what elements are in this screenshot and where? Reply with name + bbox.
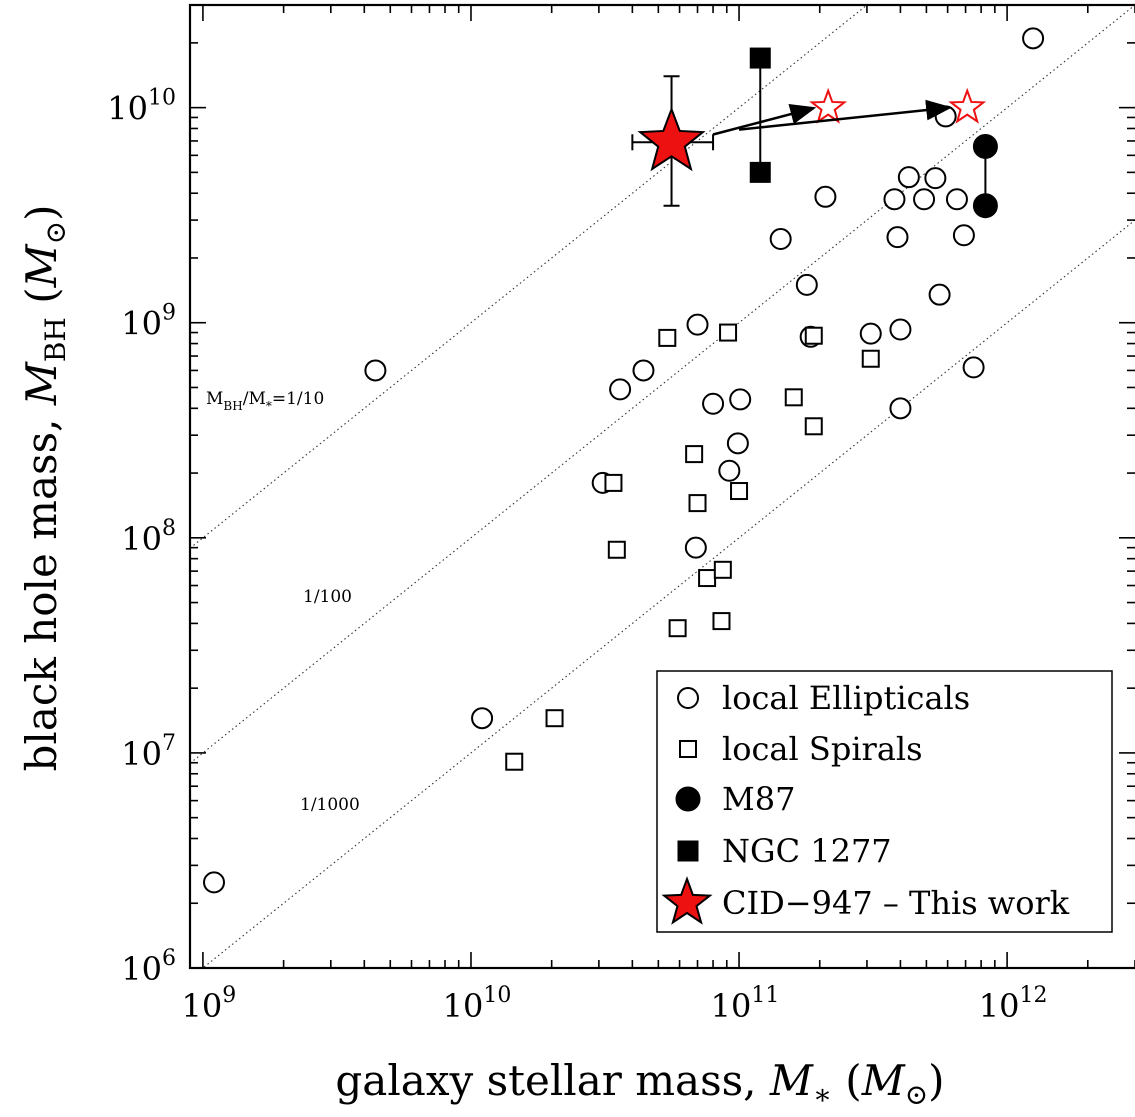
data-point [962, 356, 985, 379]
data-point [698, 569, 717, 588]
data-point [726, 432, 749, 455]
data-point [702, 392, 725, 415]
data-point [607, 540, 626, 559]
y-tick-label: 1010 [107, 86, 176, 128]
data-point [972, 193, 998, 219]
data-point [686, 313, 709, 336]
legend-marker [675, 786, 701, 812]
data-point [637, 106, 706, 172]
data-point [729, 388, 752, 411]
data-point [913, 188, 936, 211]
data-point [749, 47, 771, 69]
data-point [948, 87, 987, 124]
data-point [364, 359, 387, 382]
axis-ticks [190, 4, 1135, 969]
data-point [769, 228, 792, 251]
arrow-0 [712, 103, 817, 136]
data-point [712, 612, 731, 631]
x-tick-label: 1010 [443, 983, 512, 1025]
data-point [924, 167, 947, 190]
data-point [545, 709, 564, 728]
data-point [889, 318, 912, 341]
data-point [1022, 27, 1045, 50]
data-point [203, 871, 226, 894]
legend-item: M87 [675, 780, 795, 818]
data-point [859, 322, 882, 345]
legend-item: local Spirals [679, 730, 923, 768]
data-point [945, 188, 968, 211]
data-point [784, 388, 803, 407]
data-point [658, 328, 677, 347]
data-point [883, 188, 906, 211]
series-2 [972, 133, 998, 219]
series-0 [203, 27, 1045, 894]
data-point [609, 378, 632, 401]
data-point [889, 397, 912, 420]
data-point [713, 560, 732, 579]
y-tick-label: 109 [121, 301, 176, 343]
series-5 [809, 87, 987, 124]
data-points [203, 27, 1045, 894]
data-point [814, 185, 837, 208]
series-1 [505, 323, 880, 771]
data-point [684, 536, 707, 559]
data-point [952, 224, 975, 247]
data-point [861, 349, 880, 368]
plot-frame [188, 3, 1135, 970]
data-point [809, 87, 848, 124]
data-point [685, 445, 704, 464]
arrow-1 [738, 99, 953, 131]
ratio-line-1 [190, 5, 1135, 764]
legend-label: CID−947 – This work [722, 884, 1070, 922]
data-point [972, 133, 998, 159]
legend: local Ellipticals local Spirals M87 NGC 127… [656, 670, 1113, 933]
data-point [718, 459, 741, 482]
data-point [505, 752, 524, 771]
data-point [928, 283, 951, 306]
legend-marker [677, 840, 699, 862]
ratio-label-10: MBH/M*=1/10 [206, 389, 324, 413]
legend-item: local Ellipticals [677, 679, 970, 717]
legend-item: NGC 1277 [677, 832, 892, 870]
ratio-label-100: 1/100 [303, 587, 352, 607]
x-tick-label: 109 [182, 983, 237, 1025]
legend-marker [677, 687, 699, 709]
ratio-label-1000: 1/1000 [300, 795, 360, 815]
legend-marker-star [661, 876, 713, 925]
data-point [668, 619, 687, 638]
arrows [712, 99, 953, 136]
ratio-line-0 [190, 5, 868, 549]
legend-label: M87 [722, 780, 795, 818]
data-point [804, 417, 823, 436]
data-point [886, 226, 909, 249]
data-point [471, 707, 494, 730]
series-3 [749, 47, 771, 183]
data-point [730, 482, 749, 501]
y-tick-label: 106 [121, 946, 176, 988]
legend-box [656, 670, 1113, 933]
legend-label: local Spirals [722, 730, 923, 768]
x-tick-label: 1011 [711, 983, 780, 1025]
data-point [688, 494, 707, 513]
data-point [804, 326, 823, 345]
x-tick-label: 1012 [979, 983, 1048, 1025]
x-axis-label: galaxy stellar mass, M∗ (M⊙) [335, 1056, 944, 1111]
y-tick-label: 107 [121, 731, 176, 773]
y-axis-label: black hole mass, MBH (M⊙) [17, 205, 72, 772]
legend-item: CID−947 – This work [661, 876, 1070, 925]
data-point [897, 166, 920, 189]
data-point [749, 161, 771, 183]
data-point [632, 359, 655, 382]
data-point [604, 473, 623, 492]
y-tick-label: 108 [121, 516, 176, 558]
data-point [719, 323, 738, 342]
legend-label: NGC 1277 [722, 832, 892, 870]
legend-marker [679, 740, 697, 758]
series-4 [631, 75, 715, 207]
legend-label: local Ellipticals [722, 679, 970, 717]
data-point [795, 273, 818, 296]
